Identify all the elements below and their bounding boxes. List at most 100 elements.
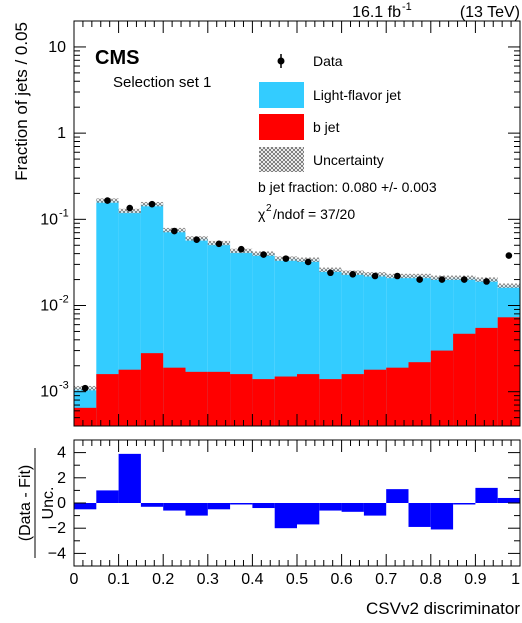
- y-tick-label: 10: [48, 39, 66, 56]
- ratio-bar: [408, 503, 431, 527]
- y-tick-label: 10: [40, 384, 58, 401]
- ratio-bar: [341, 503, 364, 512]
- ratio-bar: [207, 503, 231, 510]
- ratio-bar: [475, 487, 498, 503]
- ratio-y-tick-label: 2: [57, 470, 66, 487]
- legend-bjet-swatch: [259, 114, 304, 140]
- b-jet-bar: [497, 317, 520, 426]
- legend-data-label: Data: [313, 53, 343, 69]
- b-jet-bar: [297, 374, 320, 426]
- ratio-y-tick-label: −2: [48, 520, 66, 537]
- y-tick-label-exponent: -1: [59, 207, 69, 219]
- ratio-bar: [163, 503, 186, 511]
- ratio-y-axis-title-denominator: Unc.: [40, 487, 57, 520]
- ratio-bar: [297, 503, 320, 525]
- b-jet-bar: [140, 353, 164, 426]
- chi2-symbol: χ: [258, 206, 266, 222]
- y-tick-label: 10: [40, 298, 58, 315]
- b-jet-bar: [118, 369, 141, 426]
- data-point: [438, 276, 446, 283]
- ratio-bar: [96, 490, 119, 503]
- bjet-fraction-label: b jet fraction: 0.080 +/- 0.003: [258, 179, 437, 195]
- data-point: [193, 236, 200, 244]
- ratio-bar: [74, 503, 97, 510]
- ratio-bar: [274, 503, 297, 529]
- x-axis-title: CSVv2 discriminator: [366, 599, 520, 618]
- legend-bjet-label: b jet: [313, 119, 340, 135]
- light-jet-bar: [96, 200, 119, 426]
- data-point: [237, 245, 245, 253]
- ratio-y-tick-label: 4: [57, 445, 66, 462]
- data-point: [81, 384, 89, 392]
- data-point: [282, 255, 290, 262]
- data-point: [483, 278, 490, 285]
- legend-data-marker: [277, 57, 285, 65]
- x-tick-label: 0.2: [152, 571, 174, 588]
- x-tick-label: 0.8: [420, 571, 442, 588]
- b-jet-bar: [274, 376, 297, 426]
- data-point: [394, 272, 401, 280]
- b-jet-bar: [453, 333, 476, 426]
- data-point: [505, 252, 513, 259]
- main-histogram: [74, 198, 520, 426]
- b-jet-bar: [430, 350, 454, 426]
- b-jet-bar: [408, 362, 431, 426]
- ratio-bar: [319, 503, 342, 511]
- ratio-y-tick-label: 0: [57, 495, 66, 512]
- luminosity-exponent: -1: [402, 1, 412, 13]
- y-tick-label: 1: [57, 125, 66, 142]
- x-tick-label: 0.7: [375, 571, 397, 588]
- b-jet-bar: [207, 371, 231, 426]
- selection-label: Selection set 1: [113, 74, 211, 91]
- ratio-bar: [386, 489, 409, 503]
- legend-uncertainty-swatch: [259, 147, 304, 172]
- ratio-bar: [252, 503, 275, 509]
- chi2-ndof-label: /ndof = 37/20: [273, 206, 355, 222]
- legend-light-swatch: [259, 82, 304, 108]
- b-jet-bar: [475, 327, 498, 426]
- experiment-label: CMS: [95, 47, 139, 69]
- b-jet-bar: [74, 407, 97, 426]
- data-point: [460, 276, 468, 283]
- b-jet-bar: [341, 374, 364, 426]
- ratio-bar: [230, 503, 253, 505]
- data-point: [104, 197, 111, 204]
- ratio-bar: [363, 503, 387, 516]
- ratio-bar: [453, 503, 476, 505]
- data-point: [304, 258, 312, 266]
- energy-label: (13 TeV): [460, 4, 520, 21]
- uncertainty-band: [408, 273, 431, 279]
- ratio-bar: [430, 503, 454, 530]
- x-tick-label: 0.5: [286, 571, 308, 588]
- x-tick-label: 0.4: [241, 571, 263, 588]
- ratio-bar: [118, 453, 141, 503]
- data-point: [416, 276, 423, 283]
- data-point: [171, 227, 178, 235]
- ratio-histogram: [74, 453, 520, 530]
- uncertainty-band: [497, 283, 520, 288]
- ratio-bar: [497, 497, 520, 503]
- data-points: [81, 197, 513, 392]
- ratio-bar: [185, 503, 208, 516]
- x-tick-label: 0.9: [464, 571, 486, 588]
- b-jet-bar: [96, 374, 119, 426]
- data-point: [260, 251, 267, 258]
- data-point: [215, 240, 223, 248]
- b-jet-bar: [319, 379, 342, 426]
- b-jet-bar: [163, 367, 186, 426]
- b-jet-bar: [230, 374, 253, 426]
- data-point: [371, 272, 379, 280]
- data-point: [126, 204, 134, 212]
- b-jet-bar: [185, 371, 208, 426]
- data-point: [349, 271, 357, 278]
- x-tick-label: 0.1: [107, 571, 129, 588]
- b-jet-bar: [386, 367, 409, 426]
- y-tick-label: 10: [40, 211, 58, 228]
- main-y-axis-title: Fraction of jets / 0.05: [12, 22, 31, 181]
- x-tick-label: 1: [511, 571, 520, 588]
- b-jet-bar: [363, 369, 387, 426]
- y-tick-label-exponent: -3: [59, 380, 69, 392]
- x-tick-label: 0.3: [197, 571, 219, 588]
